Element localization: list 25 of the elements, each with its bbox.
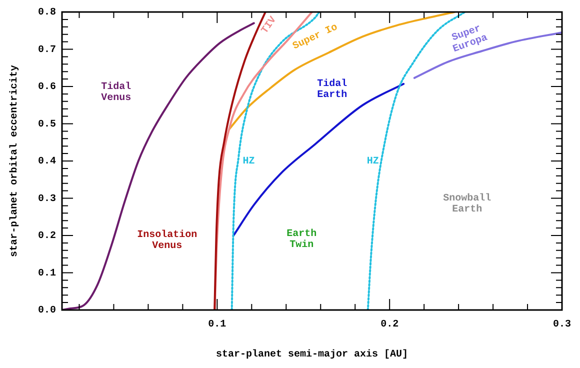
x-tick-label: 0.1: [208, 320, 226, 331]
text: Super Io: [291, 22, 340, 53]
text: Super Europa: [450, 22, 489, 55]
x-axis-title: star-planet semi-major axis [AU]: [216, 348, 408, 361]
series-label: Tidal Earth: [317, 78, 348, 102]
y-tick-label: 0.0: [38, 306, 56, 317]
y-tick-label: 0.6: [38, 82, 56, 94]
y-tick-label: 0.5: [38, 119, 56, 130]
x-tick-label: 0.3: [552, 320, 572, 331]
line-series: [62, 22, 255, 310]
y-axis-title: star-planet orbital eccentricity: [8, 64, 21, 258]
y-tick-label: 0.1: [38, 268, 56, 280]
series-label: HZ: [366, 156, 379, 168]
y-tick-label: 0.3: [38, 194, 56, 205]
annotation: Snowball Earth: [443, 192, 492, 216]
text: Tidal Venus: [101, 81, 132, 104]
annotation: Earth Twin: [286, 228, 317, 252]
text: TIV: [260, 15, 280, 36]
series-label: HZ: [242, 156, 255, 168]
y-tick-label: 0.8: [38, 8, 56, 19]
y-tick-label: 0.4: [38, 156, 56, 168]
y-tick-label: 0.2: [38, 231, 56, 242]
x-tick-label: 0.2: [380, 320, 399, 331]
series-label: Insolation Venus: [137, 228, 198, 252]
y-tick-label: 0.7: [38, 44, 56, 56]
